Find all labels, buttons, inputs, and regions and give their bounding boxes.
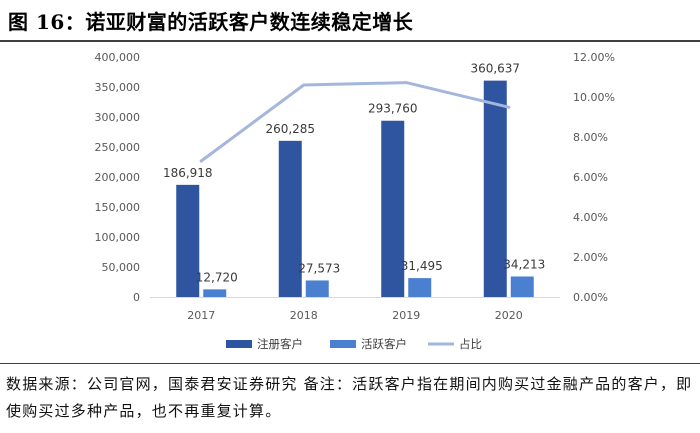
y-left-tick-label: 50,000 — [102, 261, 141, 274]
bar-active-customers — [203, 289, 227, 297]
y-right-tick-label: 12.00% — [573, 51, 615, 64]
bars — [176, 80, 534, 297]
bar-registered-customers — [381, 120, 405, 297]
source-note: 数据来源：公司官网，国泰君安证券研究 备注：活跃客户指在期间内购买过金融产品的客… — [6, 375, 693, 420]
bar-registered-customers — [278, 140, 302, 297]
y-right-tick-label: 10.00% — [573, 91, 615, 104]
bar-active-customers — [408, 278, 432, 297]
bar-registered-customers — [483, 80, 507, 297]
y-right-tick-label: 4.00% — [573, 211, 608, 224]
y-right-tick-label: 6.00% — [573, 171, 608, 184]
data-label-active: 31,495 — [401, 259, 443, 273]
bar-active-customers — [510, 276, 534, 297]
data-label-active: 34,213 — [503, 257, 545, 271]
y-right-tick-label: 8.00% — [573, 131, 608, 144]
data-label-active: 27,573 — [298, 261, 340, 275]
source-divider — [0, 363, 700, 364]
legend-registered-label: 注册客户 — [257, 337, 303, 351]
y-right-tick-label: 2.00% — [573, 251, 608, 264]
ratio-point — [199, 159, 203, 163]
y-left-tick-label: 350,000 — [95, 81, 141, 94]
ratio-line — [199, 81, 511, 163]
title-divider — [0, 40, 700, 42]
legend-ratio-label: 占比 — [459, 337, 482, 351]
legend-active-label: 活跃客户 — [361, 337, 407, 351]
y-axis-left: 0 50,000 100,000 150,000 200,000 250,000 300,0… — [95, 51, 141, 304]
x-tick-label: 2020 — [495, 309, 523, 322]
data-label-registered: 360,637 — [470, 62, 520, 76]
ratio-line-layer — [199, 81, 511, 163]
data-label-active: 12,720 — [196, 270, 238, 284]
y-left-tick-label: 100,000 — [95, 231, 141, 244]
x-tick-label: 2018 — [290, 309, 318, 322]
y-left-tick-label: 400,000 — [95, 51, 141, 64]
data-labels: 186,918 12,720 260,285 27,573 293,760 31,495 3… — [163, 62, 545, 285]
legend-active-swatch — [330, 340, 356, 348]
chart-title: 图 16：诺亚财富的活跃客户数连续稳定增长 — [8, 10, 414, 34]
y-left-tick-label: 150,000 — [95, 201, 141, 214]
data-label-registered: 186,918 — [163, 166, 213, 180]
x-axis: 2017 2018 2019 2020 — [187, 309, 523, 322]
y-right-tick-label: 0.00% — [573, 291, 608, 304]
bar-registered-customers — [176, 184, 200, 297]
data-label-registered: 260,285 — [265, 122, 315, 136]
data-label-registered: 293,760 — [368, 102, 418, 116]
y-left-tick-label: 0 — [133, 291, 140, 304]
y-axis-right: 0.00% 2.00% 4.00% 6.00% 8.00% 10.00% 12.00% — [573, 51, 615, 304]
legend: 注册客户 活跃客户 占比 — [226, 337, 482, 351]
x-tick-label: 2017 — [187, 309, 215, 322]
y-left-tick-label: 250,000 — [95, 141, 141, 154]
y-left-tick-label: 300,000 — [95, 111, 141, 124]
bar-active-customers — [305, 280, 329, 297]
ratio-point — [404, 81, 408, 85]
y-left-tick-label: 200,000 — [95, 171, 141, 184]
ratio-point — [302, 83, 306, 87]
ratio-point — [507, 105, 511, 109]
legend-registered-swatch — [226, 340, 252, 348]
bar-line-chart: 0 50,000 100,000 150,000 200,000 250,000 300,0… — [95, 51, 615, 351]
x-tick-label: 2019 — [392, 309, 420, 322]
